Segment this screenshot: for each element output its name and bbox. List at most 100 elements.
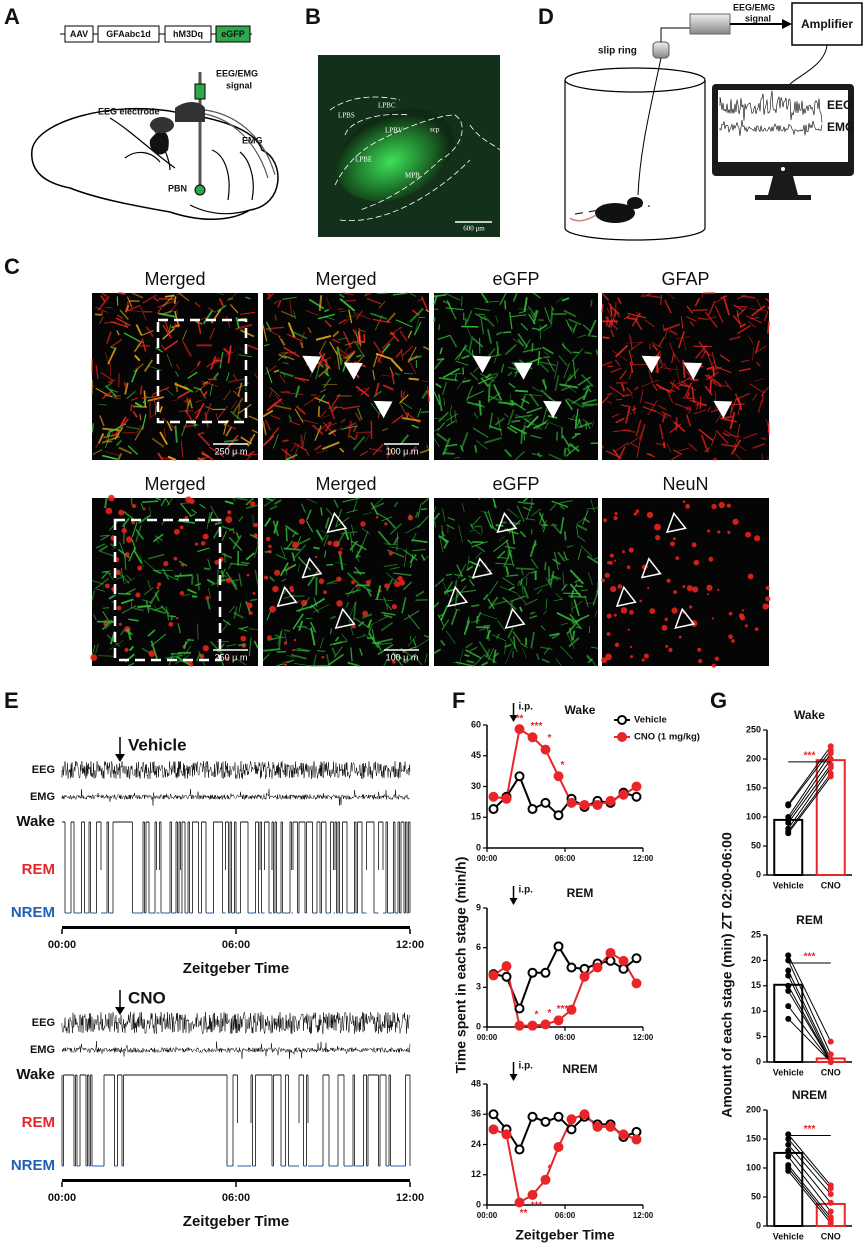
subject-point <box>785 819 792 826</box>
process <box>214 521 223 526</box>
process <box>501 596 517 611</box>
process <box>520 322 529 331</box>
process <box>154 535 163 542</box>
process <box>506 508 520 519</box>
cell <box>225 656 230 662</box>
process <box>445 412 459 422</box>
process <box>284 355 295 361</box>
cell <box>765 585 770 591</box>
process <box>118 592 131 596</box>
process <box>473 653 486 667</box>
process <box>620 404 631 408</box>
process <box>447 517 456 521</box>
arrowhead <box>373 400 393 419</box>
process <box>139 385 143 395</box>
pair-line <box>787 960 832 1055</box>
cell <box>126 536 133 543</box>
cell <box>738 613 745 619</box>
process <box>148 414 155 419</box>
process <box>659 424 664 440</box>
cell <box>747 573 754 580</box>
y-tick-label: 24 <box>471 1139 481 1149</box>
process <box>530 434 542 439</box>
process <box>235 317 240 329</box>
process <box>522 586 529 599</box>
x-tick-label: 00:00 <box>477 1033 498 1042</box>
process <box>549 503 557 512</box>
process <box>426 444 430 451</box>
panel-letter: D <box>538 4 554 29</box>
panel-letter: G <box>710 688 727 713</box>
process <box>134 424 145 441</box>
process <box>295 405 306 415</box>
image-title: Merged <box>144 474 205 494</box>
cell <box>253 522 258 528</box>
process <box>631 393 633 400</box>
process <box>710 408 719 413</box>
data-point <box>553 810 564 821</box>
process <box>530 631 535 649</box>
process <box>686 392 691 398</box>
cell <box>754 535 761 542</box>
process <box>695 404 707 406</box>
cell <box>678 635 682 639</box>
process <box>576 525 579 538</box>
process <box>362 633 369 638</box>
y-tick-label: 48 <box>471 1078 481 1088</box>
subject-point <box>785 1003 792 1010</box>
process <box>320 507 323 516</box>
cell <box>754 627 759 631</box>
cell <box>627 628 630 631</box>
process <box>155 347 164 353</box>
process <box>610 367 623 374</box>
process <box>293 310 297 319</box>
cell <box>641 658 645 662</box>
data-point <box>501 971 512 982</box>
process <box>106 429 112 437</box>
cell <box>121 527 127 534</box>
process <box>575 518 585 525</box>
process <box>199 503 206 509</box>
process <box>155 497 162 501</box>
data-point <box>618 955 629 966</box>
process <box>507 627 514 639</box>
data-point <box>618 1129 629 1140</box>
process <box>559 516 565 535</box>
process <box>497 620 506 632</box>
process <box>721 415 733 420</box>
process <box>522 425 527 431</box>
process <box>238 354 253 358</box>
process <box>235 531 240 539</box>
process <box>287 392 304 395</box>
process <box>219 351 224 369</box>
process <box>712 366 715 377</box>
process <box>222 619 232 626</box>
process <box>346 587 355 597</box>
arrowhead <box>509 898 518 905</box>
process <box>474 313 487 321</box>
process <box>353 571 365 574</box>
process <box>433 295 438 305</box>
process <box>194 403 205 420</box>
process <box>318 351 330 368</box>
process <box>202 309 214 325</box>
process <box>148 553 165 560</box>
process <box>560 622 569 626</box>
process <box>250 598 257 601</box>
chart-title: NREM <box>792 1088 827 1102</box>
process <box>612 350 628 361</box>
process <box>585 602 597 604</box>
process <box>569 583 582 598</box>
process <box>766 321 770 334</box>
emg-trace <box>61 788 411 806</box>
process <box>378 615 389 622</box>
pair-line <box>787 1150 832 1204</box>
process <box>353 312 372 320</box>
cell <box>272 585 279 593</box>
process <box>509 314 527 318</box>
process <box>150 640 158 659</box>
process <box>452 661 466 665</box>
process <box>543 325 553 332</box>
process <box>748 336 754 344</box>
